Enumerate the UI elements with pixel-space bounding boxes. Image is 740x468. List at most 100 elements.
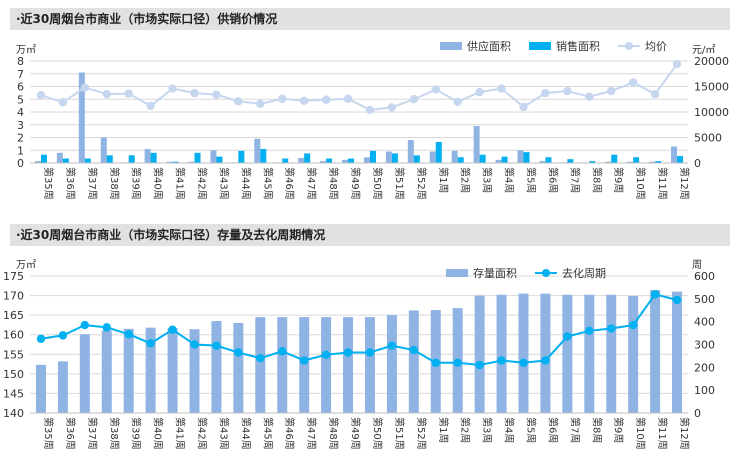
x-tick-label: 第35周	[42, 417, 55, 450]
line-point	[409, 95, 419, 104]
x-tick-label: 第51周	[393, 167, 406, 200]
x-tick-label: 第7周	[568, 417, 581, 443]
x-tick-label: 第35周	[42, 167, 55, 200]
bar	[413, 155, 420, 163]
bar	[545, 157, 552, 163]
line-point	[431, 358, 440, 367]
y-tick-label: 165	[3, 309, 24, 322]
bar	[539, 161, 546, 163]
bar	[84, 158, 91, 163]
line-point	[453, 358, 462, 367]
y-tick-label: 140	[3, 407, 24, 420]
line-point	[672, 295, 682, 305]
x-tick-label: 第50周	[371, 417, 384, 450]
bar	[649, 161, 656, 163]
bar	[100, 137, 107, 163]
x-tick-label: 第48周	[327, 167, 340, 200]
line-point	[146, 339, 155, 348]
line-point	[365, 348, 375, 357]
line-point	[563, 332, 572, 341]
bar	[627, 161, 634, 163]
y2-tick-label: 300	[694, 339, 715, 352]
y-tick-label: 2	[17, 132, 24, 145]
line-point	[628, 78, 638, 87]
bar	[435, 141, 442, 163]
y-axis-unit: 万㎡	[16, 44, 36, 56]
x-tick-label: 第10周	[634, 417, 647, 450]
line-point	[497, 84, 506, 93]
line-point	[36, 90, 46, 100]
y-tick-label: 5	[17, 93, 24, 106]
line-point	[256, 354, 265, 363]
x-tick-label: 第52周	[415, 417, 428, 450]
bar	[40, 154, 47, 163]
x-tick-label: 第38周	[108, 417, 121, 450]
x-tick-label: 第1周	[437, 417, 450, 443]
y-axis-unit: 万㎡	[16, 259, 36, 271]
x-tick-label: 第46周	[283, 417, 296, 450]
y2-axis-unit: 元/㎡	[692, 44, 715, 56]
x-tick-label: 第40周	[152, 417, 165, 450]
x-tick-label: 第5周	[525, 417, 538, 443]
bar	[628, 295, 639, 413]
line-point	[475, 87, 484, 97]
line-point	[431, 85, 440, 94]
x-tick-label: 第12周	[678, 417, 691, 450]
bar	[188, 161, 195, 163]
y2-tick-label: 0	[694, 157, 701, 170]
bar	[167, 328, 178, 413]
bar	[150, 152, 157, 163]
legend-swatch-marker	[625, 42, 633, 50]
bar	[677, 155, 684, 163]
line-point	[650, 89, 660, 99]
x-tick-label: 第2周	[459, 417, 472, 443]
line-point	[299, 96, 309, 105]
x-tick-label: 第9周	[612, 167, 625, 193]
bar	[650, 290, 661, 413]
bar	[343, 317, 354, 413]
bar	[479, 154, 486, 163]
y-tick-label: 4	[17, 106, 24, 119]
line-point	[190, 88, 199, 98]
bar	[407, 140, 414, 163]
x-tick-label: 第37周	[86, 417, 99, 450]
x-tick-label: 第4周	[503, 417, 516, 443]
bar	[304, 153, 311, 163]
line-point	[256, 99, 265, 109]
line-point	[234, 97, 243, 106]
line-point	[650, 290, 660, 299]
series-line	[40, 63, 678, 111]
bar	[523, 152, 530, 163]
line-point	[168, 84, 177, 93]
x-tick-label: 第41周	[174, 167, 187, 200]
line-point	[102, 323, 111, 332]
x-tick-label: 第52周	[415, 167, 428, 200]
y-tick-label: 1	[17, 144, 24, 157]
line-point	[497, 356, 506, 365]
x-tick-label: 第41周	[174, 417, 187, 450]
bar	[369, 150, 376, 163]
line-point	[212, 90, 221, 99]
bar	[408, 310, 419, 413]
bar	[562, 294, 573, 413]
line-point	[278, 347, 287, 356]
x-tick-label: 第2周	[459, 167, 472, 193]
y-tick-label: 170	[3, 290, 24, 303]
bar	[57, 361, 68, 413]
line-point	[607, 324, 616, 333]
bar	[79, 334, 90, 413]
line-point	[58, 331, 68, 340]
x-tick-label: 第7周	[568, 167, 581, 193]
y2-tick-label: 0	[694, 407, 701, 420]
y2-tick-label: 10000	[694, 106, 729, 119]
bar	[326, 158, 333, 163]
y-tick-label: 160	[3, 329, 24, 342]
x-tick-label: 第46周	[283, 167, 296, 200]
line-point	[541, 356, 550, 365]
x-tick-label: 第45周	[261, 167, 274, 200]
line-point	[475, 360, 484, 370]
x-tick-label: 第36周	[64, 417, 77, 450]
y2-tick-label: 15000	[694, 81, 729, 94]
x-tick-label: 第37周	[86, 167, 99, 200]
